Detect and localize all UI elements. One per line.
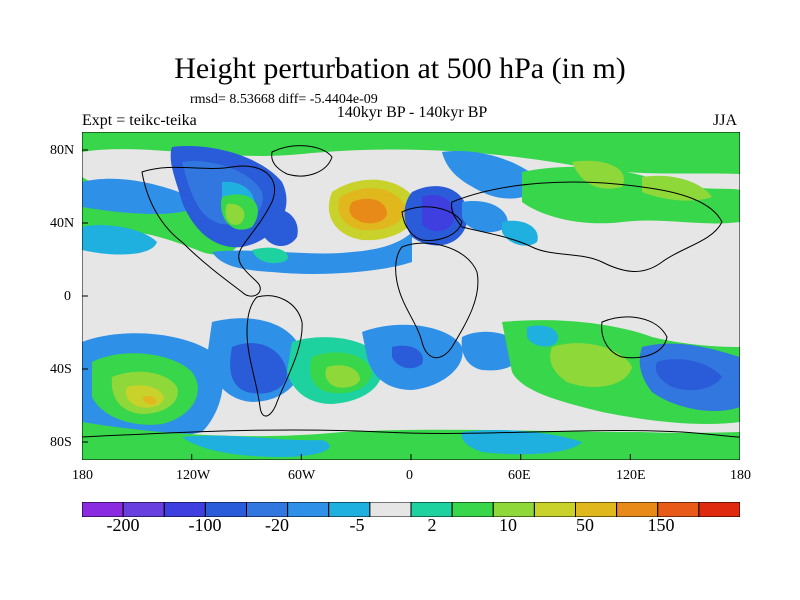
colorbar-label: 2 — [427, 515, 437, 535]
colorbar-swatch — [533, 502, 577, 517]
lon-tick-60e: 60E — [508, 468, 531, 483]
colorbar-swatch — [287, 502, 330, 517]
colorbar-label: -20 — [265, 515, 289, 535]
colorbar-label: -100 — [188, 515, 222, 535]
map-title: Height perturbation at 500 hPa (in m) — [174, 52, 626, 85]
lat-tick-40n: 40N — [50, 216, 75, 231]
colorbar-swatch — [451, 502, 494, 517]
lat-tick-80s: 80S — [50, 435, 72, 450]
contour-fields — [82, 132, 740, 460]
colorbar-label: 150 — [647, 515, 675, 535]
lat-tick-0: 0 — [64, 289, 71, 304]
lon-tick-180w: 180 — [72, 468, 93, 483]
period-label: 140kyr BP - 140kyr BP — [336, 104, 488, 121]
lon-tick-120w: 120W — [176, 468, 211, 483]
rmsd-stats: rmsd= 8.53668 diff= -5.4404e-09 — [190, 92, 378, 107]
colorbar — [82, 502, 740, 517]
lon-tick-60w: 60W — [288, 468, 316, 483]
season-label: JJA — [713, 112, 738, 129]
lat-tick-80n: 80N — [50, 143, 75, 158]
contour-map — [82, 132, 740, 460]
coastlines — [82, 145, 740, 438]
colorbar-label: -200 — [106, 515, 140, 535]
lon-tick-120e: 120E — [616, 468, 646, 483]
lon-tick-180e: 180 — [730, 468, 751, 483]
colorbar-label: 50 — [576, 515, 594, 535]
colorbar-label: -5 — [349, 515, 365, 535]
colorbar-swatch — [369, 502, 412, 517]
lon-tick-0: 0 — [406, 468, 413, 483]
lat-tick-40s: 40S — [50, 362, 72, 377]
experiment-label: Expt = teikc-teika — [82, 112, 197, 129]
colorbar-label: 10 — [499, 515, 517, 535]
colorbar-swatch — [698, 502, 740, 517]
axis-ticks — [82, 149, 631, 460]
